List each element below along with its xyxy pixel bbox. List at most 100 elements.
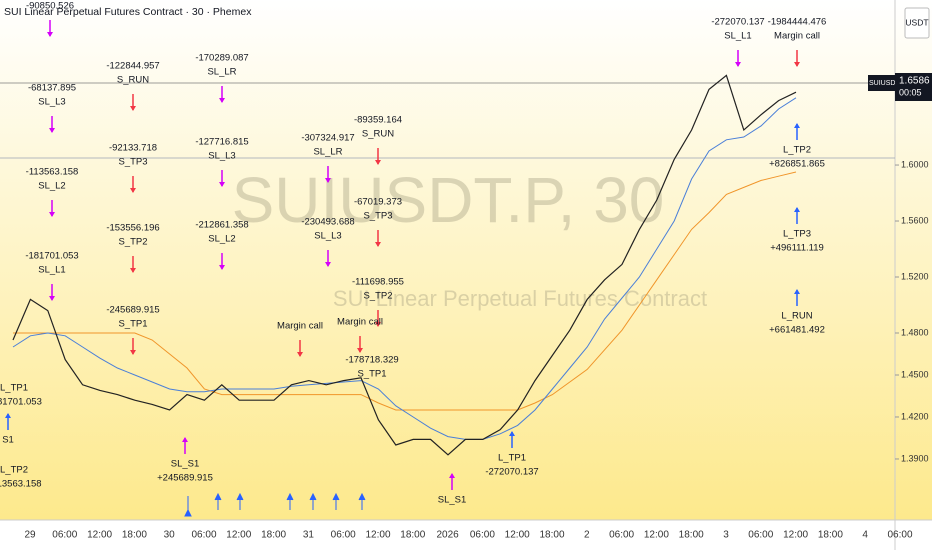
x-tick-label: 12:00 [783, 530, 808, 541]
price-line [12, 74, 797, 456]
annotation-text: -68137.895 [28, 83, 76, 94]
y-tick-label: 1.4500 [901, 369, 929, 379]
arrow [286, 492, 294, 510]
annotation-text: L_RUN [781, 311, 812, 322]
arrow [236, 492, 244, 510]
chart-title: SUI Linear Perpetual Futures Contract · … [4, 6, 252, 18]
annotation-text: SL_L3 [314, 231, 341, 242]
annotation-text: S_TP3 [363, 211, 392, 222]
annotation-text: +181701.053 [0, 397, 42, 408]
annotation-text: SL_LR [313, 147, 342, 158]
annotation-text: -307324.917 [301, 133, 354, 144]
annotation-text: SL_L3 [38, 97, 65, 108]
y-tick-label: 1.4200 [901, 411, 929, 421]
annotation-text: -212861.358 [195, 220, 248, 231]
x-tick-label: 18:00 [818, 530, 843, 541]
annotation-text: -272070.137 [485, 467, 538, 478]
arrow-head [375, 160, 381, 165]
arrow-head [375, 242, 381, 247]
countdown: 00:05 [899, 87, 922, 97]
x-tick-label: 31 [303, 530, 315, 541]
arrow-head [130, 188, 136, 193]
annotation-text: -122844.957 [106, 61, 159, 72]
annotation-text: -89359.164 [354, 115, 402, 126]
arrow-head [449, 473, 455, 478]
annotation-text: L_TP2 [783, 145, 811, 156]
x-tick-label: 06:00 [52, 530, 77, 541]
annotation-text: +113563.158 [0, 479, 42, 490]
x-tick-label: 29 [24, 530, 36, 541]
arrow-head [219, 182, 225, 187]
x-tick-label: 12:00 [87, 530, 112, 541]
annotation-text: S_TP1 [357, 369, 386, 380]
arrow-head [130, 268, 136, 273]
bottom-arrows [184, 492, 366, 517]
annotation-text: -181701.053 [25, 251, 78, 262]
x-tick-label: 06:00 [331, 530, 356, 541]
annotation-text: SL_LR [207, 67, 236, 78]
annotation-text: S1 [2, 435, 14, 446]
annotation-text: -272070.137 [711, 17, 764, 28]
x-tick-label: 2026 [436, 530, 459, 541]
y-tick-label: 1.5200 [901, 271, 929, 281]
currency-box[interactable] [904, 7, 930, 39]
arrow-head [219, 98, 225, 103]
x-tick-label: 2 [584, 530, 590, 541]
watermark: SUIUSDT.P, 30 [232, 164, 665, 236]
x-tick-label: 06:00 [191, 530, 216, 541]
annotation-text: -67019.373 [354, 197, 402, 208]
arrow-head [794, 62, 800, 67]
annotation-text: S_TP1 [118, 319, 147, 330]
arrow-head [509, 431, 515, 436]
arrow-head [130, 106, 136, 111]
annotation-text: -90850.526 [26, 1, 74, 12]
background [0, 0, 932, 520]
annotation-text: +826851.865 [769, 159, 825, 170]
annotation-text: L_TP1 [0, 383, 28, 394]
arrow-head [130, 350, 136, 355]
annotation-text: L_TP1 [498, 453, 526, 464]
arrow-head [297, 352, 303, 357]
arrow-head [325, 178, 331, 183]
annotation-text: S_TP3 [118, 157, 147, 168]
annotation-text: -170289.087 [195, 53, 248, 64]
current-price-label: 1.6586 [899, 76, 930, 87]
arrow-head [49, 212, 55, 217]
arrow-head [794, 289, 800, 294]
annotation-text: L_TP2 [0, 465, 28, 476]
annotation-text: -111698.955 [352, 277, 404, 288]
arrow-head [735, 62, 741, 67]
y-tick-label: 1.3900 [901, 453, 929, 463]
annotation-text: -92133.718 [109, 143, 157, 154]
x-tick-label: 18:00 [261, 530, 286, 541]
annotation-text: L_TP3 [783, 229, 811, 240]
symbol-box [868, 75, 895, 92]
annotation-text: SL_L2 [38, 181, 65, 192]
annotation-text: SL_L3 [208, 151, 235, 162]
arrow-head [357, 348, 363, 353]
annotation-text: -178718.329 [345, 355, 398, 366]
annotation-text: S_RUN [117, 75, 149, 86]
x-tick-label: 3 [723, 530, 729, 541]
arrow-head [219, 265, 225, 270]
x-tick-label: 06:00 [887, 530, 912, 541]
annotation-text: S_TP2 [118, 237, 147, 248]
arrow-head [325, 262, 331, 267]
arrow [214, 492, 222, 510]
arrow-head [794, 123, 800, 128]
arrow-head [5, 413, 11, 418]
arrow [358, 492, 366, 510]
annotation-text: +245689.915 [157, 473, 213, 484]
y-tick-label: 1.4800 [901, 327, 929, 337]
x-tick-label: 12:00 [365, 530, 390, 541]
annotation-text: S_RUN [362, 129, 394, 140]
x-tick-label: 18:00 [122, 530, 147, 541]
x-tick-label: 06:00 [609, 530, 634, 541]
x-tick-label: 4 [862, 530, 868, 541]
annotation-text: -153556.196 [106, 223, 159, 234]
x-tick-label: 18:00 [400, 530, 425, 541]
time-axis-bg [0, 520, 932, 550]
annotation-text: -230493.688 [301, 217, 354, 228]
